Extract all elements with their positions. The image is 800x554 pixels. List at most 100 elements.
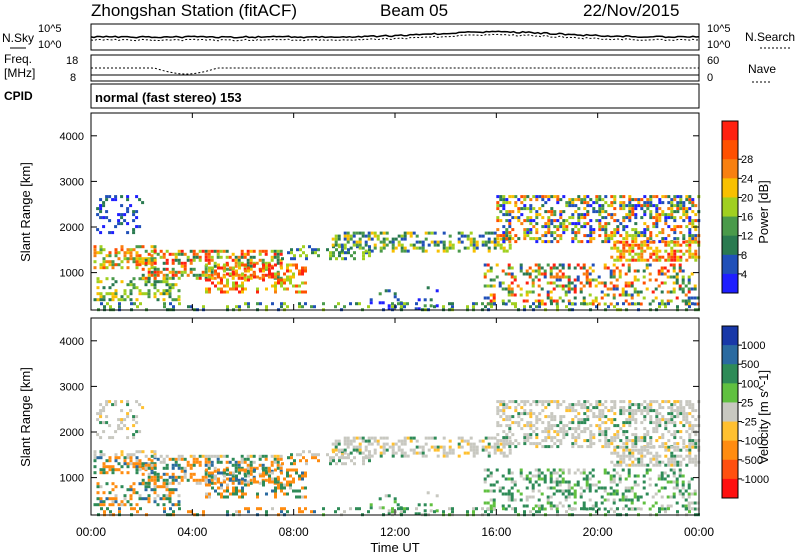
power-cell <box>249 261 253 265</box>
velocity-cell <box>646 406 650 410</box>
power-cell <box>688 240 692 244</box>
velocity-cell <box>335 453 338 457</box>
power-cell <box>528 290 532 294</box>
power-cell <box>580 198 584 202</box>
colorbar-tick-label: 12 <box>741 231 753 243</box>
velocity-cell <box>681 483 685 487</box>
power-cell <box>660 266 664 270</box>
power-cell <box>302 245 305 249</box>
velocity-cell <box>226 477 229 481</box>
velocity-cell <box>153 462 157 466</box>
power-cell <box>603 281 607 285</box>
velocity-cell <box>391 454 395 458</box>
velocity-cell <box>334 439 338 443</box>
power-cell <box>229 266 232 270</box>
velocity-cell <box>204 463 208 467</box>
velocity-cell <box>540 507 544 511</box>
power-cell <box>598 234 602 238</box>
power-cell <box>660 269 664 273</box>
power-cell <box>613 198 617 202</box>
power-cell <box>409 243 413 247</box>
power-cell <box>529 219 533 223</box>
power-cell <box>667 302 670 306</box>
velocity-cell <box>664 424 668 428</box>
power-cell <box>676 255 680 259</box>
power-cell <box>646 204 650 208</box>
power-cell <box>238 290 241 294</box>
velocity-cell <box>667 439 671 443</box>
velocity-cell <box>681 504 685 508</box>
velocity-cell <box>171 481 175 485</box>
power-cell <box>540 266 544 270</box>
power-cell <box>219 255 223 259</box>
power-cell <box>624 284 628 288</box>
velocity-cell <box>305 459 308 463</box>
power-cell <box>588 272 592 276</box>
velocity-cell <box>685 400 689 404</box>
power-cell <box>204 267 208 271</box>
velocity-cell <box>612 480 616 484</box>
power-cell <box>96 292 100 296</box>
power-cell <box>180 273 184 277</box>
velocity-cell <box>634 457 638 461</box>
velocity-cell <box>673 400 677 404</box>
power-cell <box>547 231 551 235</box>
power-cell <box>520 213 524 217</box>
power-cell <box>207 255 211 259</box>
velocity-cell <box>673 433 677 437</box>
velocity-cell <box>627 486 631 490</box>
power-cell <box>246 264 250 268</box>
power-cell <box>162 267 166 271</box>
velocity-cell <box>568 403 572 407</box>
power-cell <box>540 272 544 276</box>
power-cell <box>216 249 220 253</box>
velocity-cell <box>165 454 169 458</box>
velocity-cell <box>634 403 638 407</box>
power-cell <box>279 258 283 262</box>
power-cell <box>189 258 193 262</box>
power-cell <box>660 302 664 306</box>
power-cell <box>274 290 277 294</box>
velocity-cell <box>501 474 505 478</box>
power-cell <box>637 234 641 238</box>
velocity-cell <box>609 480 613 484</box>
velocity-cell <box>305 462 308 466</box>
velocity-cell <box>132 418 136 422</box>
power-cell <box>681 275 685 279</box>
velocity-cell <box>198 454 202 458</box>
velocity-cell <box>631 403 635 407</box>
power-cell <box>598 225 602 229</box>
velocity-cell <box>349 507 352 511</box>
velocity-cell <box>562 424 566 428</box>
velocity-cell <box>688 427 692 431</box>
power-cell <box>298 272 301 276</box>
power-cell <box>535 237 539 241</box>
velocity-cell <box>549 480 553 484</box>
velocity-cell <box>598 409 602 413</box>
power-cell <box>625 231 629 235</box>
power-cell <box>283 302 286 306</box>
velocity-cell <box>634 433 638 437</box>
power-cell <box>334 305 337 309</box>
power-cell <box>222 249 226 253</box>
power-cell <box>205 290 208 294</box>
power-cell <box>507 287 511 291</box>
power-cell <box>123 213 127 217</box>
power-cell <box>403 234 407 238</box>
velocity-cell <box>586 415 590 419</box>
velocity-cell <box>568 406 572 410</box>
velocity-cell <box>105 421 109 425</box>
velocity-cell <box>673 445 677 449</box>
power-cell <box>627 281 631 285</box>
power-cell <box>201 249 205 253</box>
power-cell <box>561 287 565 291</box>
velocity-cell <box>517 403 521 407</box>
velocity-cell <box>646 445 650 449</box>
velocity-cell <box>523 412 527 416</box>
velocity-cell <box>532 430 536 434</box>
velocity-cell <box>669 480 673 484</box>
velocity-cell <box>522 477 526 481</box>
power-cell <box>391 302 394 306</box>
velocity-cell <box>624 504 628 508</box>
velocity-cell <box>111 497 115 501</box>
